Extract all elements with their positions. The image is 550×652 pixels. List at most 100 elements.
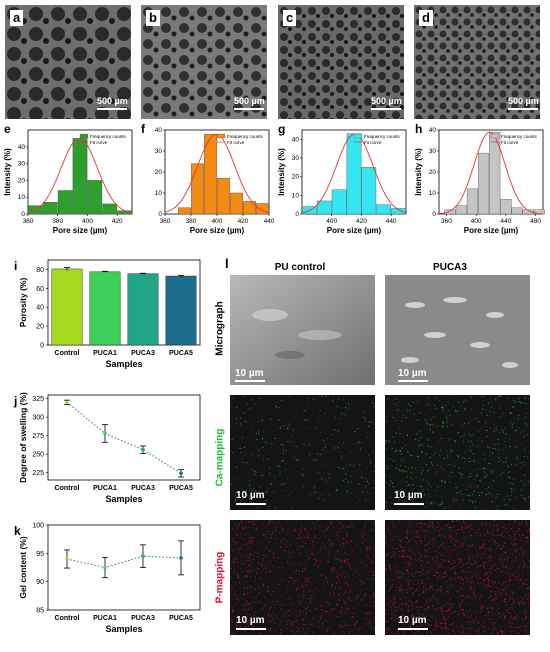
map-dot (287, 532, 289, 534)
map-dot (503, 413, 504, 415)
map-dot (386, 528, 388, 530)
map-dot (347, 407, 349, 409)
sem-panel-a (5, 5, 131, 119)
map-dot (425, 453, 427, 455)
map-dot (514, 401, 516, 403)
map-dot (487, 583, 489, 585)
map-dot (319, 410, 321, 412)
map-dot (277, 523, 279, 525)
map-dot (340, 553, 342, 555)
map-dot (247, 462, 249, 464)
map-dot (349, 452, 351, 454)
map-dot (242, 594, 244, 596)
map-dot (287, 551, 289, 553)
map-dot (510, 607, 512, 609)
map-dot (492, 581, 494, 583)
map-dot (385, 415, 387, 417)
map-dot (417, 401, 419, 403)
map-dot (481, 624, 483, 626)
map-dot (321, 574, 323, 576)
map-dot (498, 449, 500, 451)
sem-image-c (278, 5, 404, 119)
map-dot (426, 438, 428, 440)
map-dot (469, 536, 471, 538)
map-dot (242, 555, 244, 557)
map-dot (349, 624, 351, 626)
map-dot (263, 560, 265, 562)
map-dot (518, 617, 520, 619)
map-dot (352, 616, 354, 618)
map-dot (524, 474, 525, 476)
map-dot (399, 544, 401, 546)
map-dot (520, 547, 522, 549)
map-dot (482, 404, 484, 406)
map-dot (473, 622, 474, 624)
map-dot (282, 444, 284, 446)
map-dot (458, 546, 460, 548)
map-dot (308, 557, 310, 559)
map-dot (445, 581, 447, 583)
map-dot (389, 628, 391, 630)
map-dot (373, 554, 375, 556)
map-dot (461, 473, 463, 475)
map-dot (315, 527, 317, 529)
sem-image-d (414, 5, 540, 119)
map-dot (402, 458, 404, 460)
map-dot (385, 474, 387, 476)
map-dot (453, 531, 455, 532)
map-dot (499, 625, 501, 627)
map-dot (441, 422, 443, 424)
map-dot (372, 402, 374, 404)
map-dot (418, 582, 420, 584)
map-dot (472, 500, 474, 502)
map-dot (305, 586, 307, 588)
map-dot (392, 612, 394, 614)
map-dot (461, 579, 463, 581)
map-dot (339, 450, 341, 452)
map-dot (354, 612, 356, 614)
map-dot (257, 621, 259, 623)
map-dot (296, 459, 298, 461)
map-dot (422, 567, 423, 569)
y-tick-label-h: 20 (429, 169, 437, 176)
map-dot (251, 561, 253, 563)
map-dot (479, 547, 481, 549)
map-dot (407, 533, 409, 535)
map-dot (522, 560, 524, 562)
map-dot (393, 554, 394, 556)
legend-label-h: Fit curve (501, 140, 519, 145)
map-dot (257, 601, 259, 603)
map-dot (484, 561, 486, 563)
map-dot (274, 527, 276, 529)
map-dot (501, 533, 503, 535)
map-dot (268, 591, 269, 592)
map-dot (488, 597, 490, 599)
map-dot (385, 543, 386, 545)
map-dot (467, 531, 469, 533)
map-dot (248, 537, 250, 539)
map-dot (367, 555, 369, 556)
map-dot (358, 604, 360, 606)
map-dot (485, 409, 487, 411)
map-dot (426, 561, 427, 563)
y-tick-label-j: 225 (32, 470, 44, 477)
map-dot (373, 627, 375, 629)
map-dot (499, 432, 501, 433)
map-dot (487, 579, 489, 581)
map-dot (503, 617, 505, 619)
map-dot (489, 492, 491, 494)
map-dot (446, 580, 448, 582)
map-dot (400, 571, 402, 573)
map-dot (243, 560, 244, 562)
map-dot (363, 531, 365, 533)
map-dot (301, 584, 303, 586)
map-dot (306, 633, 308, 635)
map-dot (489, 607, 491, 609)
map-dot (437, 625, 439, 627)
map-dot (432, 424, 434, 426)
map-dot (338, 610, 340, 611)
map-dot (510, 595, 511, 597)
map-dot (518, 632, 520, 633)
map-dot (310, 624, 312, 626)
map-dot (483, 547, 485, 549)
